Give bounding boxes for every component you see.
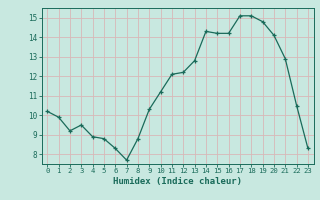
X-axis label: Humidex (Indice chaleur): Humidex (Indice chaleur) <box>113 177 242 186</box>
